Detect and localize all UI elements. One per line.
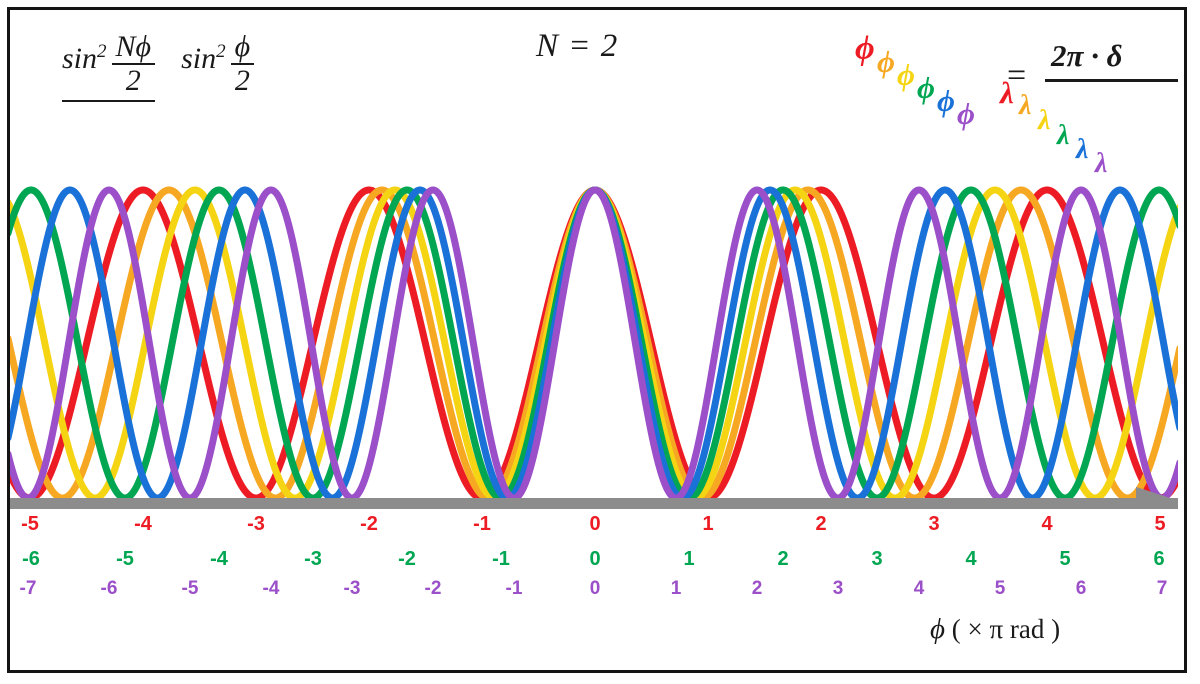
purple-ticks--7: -7 bbox=[19, 578, 37, 599]
curve-orange bbox=[10, 186, 1178, 502]
red-ticks-2: 2 bbox=[815, 513, 827, 535]
green-ticks--3: -3 bbox=[304, 548, 322, 570]
purple-ticks--4: -4 bbox=[262, 578, 280, 599]
sin-text: sin bbox=[62, 41, 98, 75]
green-ticks-5: 5 bbox=[1059, 548, 1071, 570]
red-ticks-4: 4 bbox=[1041, 513, 1053, 535]
green-ticks--2: -2 bbox=[398, 548, 416, 570]
red-ticks--5: -5 bbox=[21, 513, 39, 535]
tick-row-green: -6 -5 -4 -3 -2 -1 0 1 2 3 4 5 6 bbox=[0, 548, 1200, 576]
tick-row-red: -5 -4 -3 -2 -1 0 1 2 3 4 5 bbox=[0, 513, 1200, 541]
lambda-symbol-5: λ bbox=[1095, 148, 1108, 179]
red-ticks-3: 3 bbox=[928, 513, 940, 535]
green-ticks-3: 3 bbox=[871, 548, 883, 570]
green-ticks-2: 2 bbox=[777, 548, 789, 570]
sin-text: sin bbox=[181, 41, 217, 75]
phi-symbol-5: ϕ bbox=[957, 96, 975, 131]
purple-ticks--2: -2 bbox=[424, 578, 442, 599]
phi-symbol-1: ϕ bbox=[877, 44, 895, 79]
green-ticks-6: 6 bbox=[1153, 548, 1165, 570]
green-ticks--6: -6 bbox=[22, 548, 40, 570]
red-ticks--4: -4 bbox=[134, 513, 152, 535]
intensity-formula: sin2 Nϕ 2 sin2 ϕ 2 bbox=[62, 26, 255, 102]
red-ticks-0: 0 bbox=[589, 513, 601, 535]
x-axis-label: ϕ ( × π rad ) bbox=[930, 613, 1060, 646]
lambda-symbol-1: λ bbox=[1019, 90, 1032, 121]
curve-green bbox=[10, 186, 1178, 502]
phi-symbol-3: ϕ bbox=[917, 70, 935, 105]
num-frac-top: Nϕ bbox=[111, 32, 156, 65]
formula-denominator: sin2 ϕ 2 bbox=[159, 26, 255, 97]
equation-fraction-bar bbox=[1045, 79, 1178, 82]
interference-plot bbox=[10, 186, 1178, 502]
equation-numerator: 2π · δ bbox=[1051, 38, 1123, 73]
formula-numerator: sin2 Nϕ 2 bbox=[62, 32, 156, 102]
phi-symbol-4: ϕ bbox=[937, 83, 955, 118]
purple-ticks-5: 5 bbox=[994, 578, 1006, 599]
purple-ticks--3: -3 bbox=[343, 578, 361, 599]
formula-den-sin: sin2 bbox=[181, 42, 226, 74]
x-axis-units: ( × π rad ) bbox=[951, 614, 1061, 644]
green-ticks--5: -5 bbox=[116, 548, 134, 570]
green-ticks--1: -1 bbox=[492, 548, 510, 570]
lambda-symbol-3: λ bbox=[1057, 120, 1070, 151]
purple-ticks-7: 7 bbox=[1156, 578, 1168, 599]
phi-symbol-0: ϕ bbox=[855, 30, 875, 67]
lambda-symbol-4: λ bbox=[1076, 134, 1089, 165]
purple-ticks-4: 4 bbox=[913, 578, 925, 599]
x-axis-phi: ϕ bbox=[930, 613, 946, 645]
red-ticks-1: 1 bbox=[702, 513, 714, 535]
sin-exponent: 2 bbox=[216, 40, 226, 62]
den-frac-bottom: 2 bbox=[234, 64, 250, 97]
red-ticks--1: -1 bbox=[473, 513, 491, 535]
purple-ticks--5: -5 bbox=[181, 578, 199, 599]
purple-ticks-0: 0 bbox=[589, 578, 601, 599]
lambda-symbol-2: λ bbox=[1038, 105, 1051, 136]
green-ticks-1: 1 bbox=[683, 548, 695, 570]
red-ticks-5: 5 bbox=[1154, 513, 1166, 535]
formula-num-sin: sin2 bbox=[62, 42, 107, 74]
lambda-symbol-0: λ bbox=[1000, 75, 1014, 110]
equals-sign: = bbox=[1007, 57, 1027, 94]
curve-red bbox=[10, 186, 1178, 502]
tick-row-purple: -7 -6 -5 -4 -3 -2 -1 0 1 2 3 4 5 6 7 bbox=[0, 578, 1200, 606]
phi-symbol-2: ϕ bbox=[897, 57, 915, 92]
green-ticks-4: 4 bbox=[965, 548, 977, 570]
purple-ticks--6: -6 bbox=[100, 578, 118, 599]
purple-ticks--1: -1 bbox=[505, 578, 523, 599]
num-frac-bottom: 2 bbox=[125, 64, 141, 97]
sin-exponent: 2 bbox=[97, 40, 107, 62]
green-ticks--4: -4 bbox=[210, 548, 228, 570]
formula-num-fraction: Nϕ 2 bbox=[111, 32, 156, 97]
x-axis-baseline bbox=[10, 498, 1178, 509]
curve-purple bbox=[10, 186, 1178, 502]
purple-ticks-6: 6 bbox=[1075, 578, 1087, 599]
slit-count-label: N = 2 bbox=[536, 28, 619, 64]
purple-ticks-3: 3 bbox=[832, 578, 844, 599]
purple-ticks-2: 2 bbox=[751, 578, 763, 599]
green-ticks-0: 0 bbox=[589, 548, 601, 570]
red-ticks--2: -2 bbox=[360, 513, 378, 535]
red-ticks--3: -3 bbox=[247, 513, 265, 535]
den-frac-top: ϕ bbox=[230, 32, 255, 65]
purple-ticks-1: 1 bbox=[670, 578, 682, 599]
curve-blue bbox=[10, 186, 1178, 502]
curve-yellow bbox=[10, 186, 1178, 502]
